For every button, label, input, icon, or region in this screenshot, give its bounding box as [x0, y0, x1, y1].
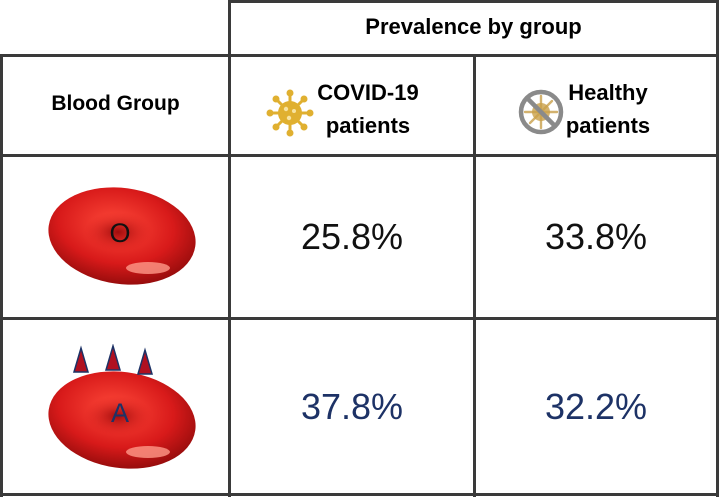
grid-line — [228, 0, 231, 497]
healthy-a-value: 32.2% — [544, 386, 648, 427]
blood-group-o-label: O — [109, 218, 131, 248]
healthy-header-line2: patients — [565, 113, 651, 138]
covid-o-value: 25.8% — [300, 216, 404, 257]
covid-a-value: 37.8% — [300, 386, 404, 427]
grid-line — [228, 0, 719, 3]
no-virus-icon — [518, 89, 564, 135]
blood-group-a-label: A — [110, 398, 129, 428]
group-header: Prevalence by group — [365, 14, 582, 39]
blood-cell-a-icon — [48, 344, 196, 469]
healthy-header-line1: Healthy — [568, 80, 648, 105]
grid-line — [0, 317, 719, 320]
grid-line — [0, 54, 719, 57]
blood-group-header: Blood Group — [51, 92, 180, 115]
virus-icon — [266, 89, 314, 137]
healthy-o-value: 33.8% — [544, 216, 648, 257]
grid-line — [0, 55, 3, 497]
covid-header-line2: patients — [325, 113, 411, 138]
covid-header-line1: COVID-19 — [317, 80, 419, 105]
grid-line — [0, 493, 719, 496]
blood-cell-o-icon — [48, 187, 196, 285]
grid-line — [473, 55, 476, 497]
grid-line — [0, 154, 719, 157]
grid-line — [716, 0, 719, 497]
